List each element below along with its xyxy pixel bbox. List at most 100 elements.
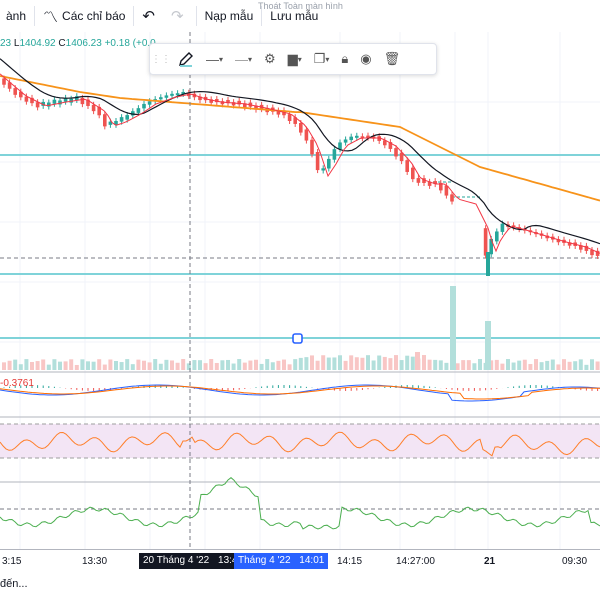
- visibility-button[interactable]: ◉: [354, 44, 377, 74]
- redo-icon: ↷: [171, 8, 184, 25]
- volume-bar: [438, 360, 443, 370]
- volume-bar: [567, 361, 572, 370]
- divider: [133, 6, 135, 26]
- volume-bar: [130, 364, 135, 370]
- candle-body: [433, 181, 437, 185]
- candle-body: [411, 167, 415, 180]
- volume-bars: [2, 286, 600, 370]
- volume-bar: [394, 355, 398, 370]
- volume-bar: [142, 360, 146, 370]
- candle-body: [147, 101, 152, 105]
- candle-body: [422, 178, 426, 183]
- volume-bar: [270, 362, 275, 370]
- lock-button[interactable]: 🔒︎: [335, 44, 354, 74]
- volume-bar: [158, 363, 163, 370]
- candle-body: [69, 98, 73, 103]
- candle-body: [30, 97, 34, 104]
- volume-bar: [231, 363, 236, 370]
- candle-body: [500, 223, 505, 232]
- volume-bar: [298, 357, 303, 370]
- volume-bar: [343, 360, 348, 370]
- time-label: 13:30: [82, 556, 108, 567]
- volume-bar: [388, 358, 393, 370]
- pencil-icon[interactable]: [172, 44, 200, 74]
- volume-bar: [489, 360, 494, 370]
- candle-body: [198, 96, 202, 101]
- divider: [34, 6, 36, 26]
- volume-bar: [534, 359, 538, 370]
- drawing-toolbar: ⋮⋮ — ▾ — ▾ ⚙ ▆ ▾ ❐ ▾ 🔒︎ ◉ 🗑︎: [149, 43, 437, 75]
- indicators-icon: 〽: [43, 8, 59, 26]
- volume-bar: [97, 359, 102, 370]
- delete-button[interactable]: 🗑︎: [378, 44, 407, 74]
- volume-bar: [30, 361, 34, 370]
- candle-body: [131, 111, 135, 116]
- indicators-button[interactable]: 〽 Các chỉ báo: [37, 0, 131, 32]
- candle-body: [287, 114, 292, 121]
- line-width-button[interactable]: — ▾: [229, 44, 258, 74]
- layout-label: ành: [6, 9, 27, 23]
- candle-body: [75, 96, 79, 100]
- range-date: Tháng 4 '22: [238, 555, 291, 566]
- volume-bar: [147, 362, 152, 370]
- volume-bar: [282, 359, 286, 370]
- ohlc-legend: 23 L1404.92 C1406.23 +0.18 (+0.0: [0, 38, 156, 49]
- line-style-button[interactable]: — ▾: [200, 44, 229, 74]
- candle-body: [338, 142, 342, 150]
- crosshair-time-badge: 20 Tháng 4 '22 13:47: [139, 553, 248, 569]
- range-time-badge: Tháng 4 '22 14:01: [234, 553, 329, 569]
- volume-bar: [506, 359, 510, 370]
- candle-body: [136, 108, 141, 113]
- candle-body: [13, 88, 17, 95]
- template-icon: ▆: [287, 51, 298, 66]
- top-toolbar: ành 〽 Các chỉ báo ↶ ↷ Nạp mẫu Lưu mẫu: [0, 0, 600, 33]
- candle-body: [19, 91, 23, 98]
- candle-body: [299, 122, 303, 133]
- time-axis[interactable]: 3:15 13:30 20 Tháng 4 '22 13:47 Tháng 4 …: [0, 549, 600, 572]
- template-button[interactable]: ▆ ▾: [282, 44, 308, 74]
- save-template-button[interactable]: Lưu mẫu: [264, 0, 324, 32]
- volume-bar: [214, 362, 219, 370]
- candle-body: [52, 99, 57, 104]
- volume-bar: [522, 359, 527, 370]
- candle-body: [175, 93, 180, 96]
- save-template-label: Lưu mẫu: [270, 9, 319, 23]
- candle-body: [103, 114, 107, 127]
- volume-bar: [265, 359, 270, 370]
- volume-bar: [573, 361, 578, 370]
- volume-bar: [293, 359, 298, 370]
- candle-body: [58, 100, 62, 105]
- volume-bar: [415, 352, 420, 370]
- layout-button[interactable]: ành: [0, 0, 32, 32]
- candle-body: [584, 245, 589, 251]
- candle-body: [47, 102, 51, 107]
- candle-body: [170, 93, 174, 96]
- volume-bar: [192, 360, 197, 370]
- redo-button[interactable]: ↷: [165, 0, 194, 32]
- line-anchor-handle[interactable]: [292, 333, 303, 344]
- undo-icon: ↶: [142, 8, 155, 25]
- load-template-button[interactable]: Nạp mẫu: [199, 0, 260, 32]
- candle-body: [383, 140, 387, 146]
- crosshair-date: 20 Tháng 4 '22: [143, 555, 210, 566]
- candle-body: [444, 185, 449, 196]
- chart-canvas[interactable]: [0, 32, 600, 549]
- candle-body: [114, 120, 118, 125]
- volume-bar: [321, 355, 326, 370]
- clone-button[interactable]: ❐ ▾: [308, 44, 336, 74]
- candle-body: [427, 181, 432, 186]
- candle-body: [237, 100, 241, 105]
- volume-bar: [164, 359, 169, 370]
- volume-bar: [422, 355, 426, 370]
- drag-handle-icon[interactable]: ⋮⋮: [151, 53, 171, 65]
- candle-body: [595, 250, 600, 256]
- candle-body: [35, 102, 40, 108]
- candle-body: [159, 97, 163, 100]
- undo-button[interactable]: ↶: [136, 0, 165, 32]
- settings-button[interactable]: ⚙: [258, 44, 282, 74]
- volume-bar: [287, 364, 292, 370]
- volume-bar: [58, 361, 62, 370]
- candle-body: [360, 136, 365, 139]
- chevron-down-icon: ▾: [325, 54, 330, 64]
- volume-bar: [86, 361, 90, 370]
